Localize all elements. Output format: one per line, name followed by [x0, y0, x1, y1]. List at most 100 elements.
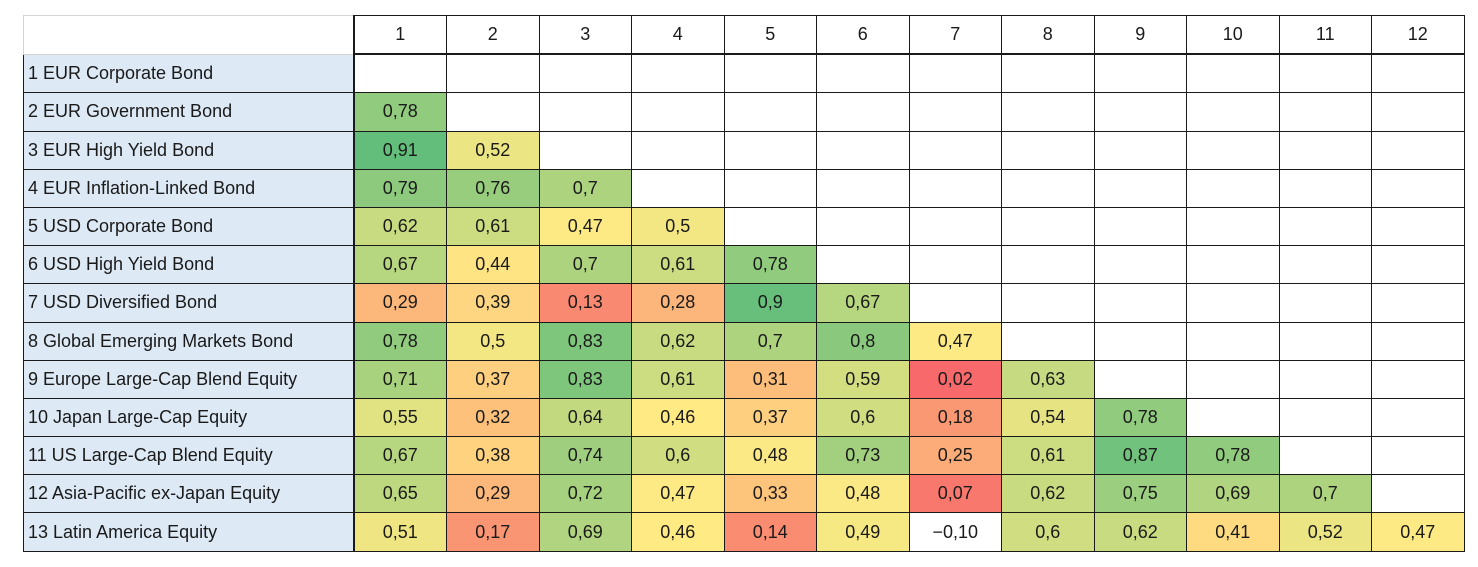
empty-cell: [908, 245, 1002, 285]
heatmap-cell: 0,75: [1093, 474, 1187, 514]
heatmap-cell: 0,62: [1001, 474, 1095, 514]
heatmap-cell: 0,83: [538, 359, 632, 399]
heatmap-cell: 0,6: [816, 397, 910, 438]
heatmap-cell: 0,37: [723, 397, 817, 438]
empty-cell: [1093, 206, 1187, 247]
empty-cell: [446, 92, 540, 132]
empty-cell: [631, 168, 725, 208]
heatmap-cell: 0,14: [723, 512, 817, 552]
table-row: 2 EUR Government Bond 0,78: [23, 92, 1465, 132]
empty-cell: [1001, 321, 1095, 361]
heatmap-cell: 0,31: [723, 359, 817, 399]
heatmap-cell: 0,71: [353, 359, 447, 399]
correlation-matrix-body: 1 2 3 4 5 6 7 8 9 10 11 12 1 EUR Corporate Bond 2 EUR…: [23, 15, 1465, 552]
heatmap-cell: 0,72: [538, 474, 632, 514]
empty-cell: [723, 168, 817, 208]
empty-cell: [723, 92, 817, 132]
row-label: 2 EUR Government Bond: [23, 92, 355, 132]
heatmap-cell: 0,48: [723, 436, 817, 476]
empty-cell: [723, 130, 817, 170]
heatmap-cell: 0,7: [1278, 474, 1372, 514]
empty-cell: [1371, 92, 1465, 132]
empty-cell: [1093, 359, 1187, 399]
empty-cell: [1278, 130, 1372, 170]
heatmap-cell: 0,47: [631, 474, 725, 514]
heatmap-cell: 0,78: [353, 321, 447, 361]
empty-cell: [538, 92, 632, 132]
heatmap-cell: 0,29: [353, 283, 447, 323]
table-row: 6 USD High Yield Bond 0,67 0,44 0,7 0,61 0,78: [23, 245, 1465, 285]
empty-cell: [816, 245, 910, 285]
heatmap-cell: 0,67: [353, 436, 447, 476]
empty-cell: [816, 206, 910, 247]
heatmap-cell: 0,55: [353, 397, 447, 438]
heatmap-cell: 0,44: [446, 245, 540, 285]
empty-cell: [1186, 397, 1280, 438]
table-row: 10 Japan Large-Cap Equity 0,55 0,32 0,64 0,4…: [23, 397, 1465, 438]
heatmap-cell: 0,78: [1186, 436, 1280, 476]
row-label: 1 EUR Corporate Bond: [23, 53, 355, 94]
heatmap-cell: 0,91: [353, 130, 447, 170]
empty-cell: [1001, 168, 1095, 208]
heatmap-cell: 0,7: [538, 168, 632, 208]
row-label: 5 USD Corporate Bond: [23, 206, 355, 247]
empty-cell: [1371, 321, 1465, 361]
heatmap-cell: 0,79: [353, 168, 447, 208]
empty-cell: [1001, 245, 1095, 285]
heatmap-cell: 0,39: [446, 283, 540, 323]
column-header-1: 1: [353, 15, 447, 56]
heatmap-cell: 0,6: [1001, 512, 1095, 552]
empty-cell: [1371, 168, 1465, 208]
empty-cell: [908, 168, 1002, 208]
heatmap-cell: 0,13: [538, 283, 632, 323]
empty-cell: [1278, 53, 1372, 94]
heatmap-cell: 0,65: [353, 474, 447, 514]
empty-cell: [1278, 92, 1372, 132]
heatmap-cell: 0,61: [1001, 436, 1095, 476]
column-header-5: 5: [723, 15, 817, 56]
heatmap-cell: 0,7: [538, 245, 632, 285]
heatmap-cell: 0,67: [816, 283, 910, 323]
empty-cell: [1371, 130, 1465, 170]
heatmap-cell: 0,62: [631, 321, 725, 361]
heatmap-cell: 0,52: [446, 130, 540, 170]
empty-cell: [908, 283, 1002, 323]
empty-cell: [1186, 245, 1280, 285]
heatmap-cell: 0,62: [1093, 512, 1187, 552]
empty-cell: [908, 130, 1002, 170]
column-header-10: 10: [1186, 15, 1280, 56]
empty-cell: [1278, 359, 1372, 399]
empty-cell: [1186, 168, 1280, 208]
heatmap-cell: 0,5: [631, 206, 725, 247]
heatmap-cell: 0,49: [816, 512, 910, 552]
empty-cell: [1001, 283, 1095, 323]
heatmap-cell: 0,9: [723, 283, 817, 323]
empty-cell: [1278, 168, 1372, 208]
table-row: 9 Europe Large-Cap Blend Equity 0,71 0,37 0…: [23, 359, 1465, 399]
table-row: 3 EUR High Yield Bond 0,91 0,52: [23, 130, 1465, 170]
heatmap-cell: 0,32: [446, 397, 540, 438]
heatmap-cell: 0,47: [538, 206, 632, 247]
heatmap-cell: 0,78: [1093, 397, 1187, 438]
heatmap-cell: 0,6: [631, 436, 725, 476]
heatmap-cell: 0,46: [631, 397, 725, 438]
heatmap-cell: 0,51: [353, 512, 447, 552]
empty-cell: [1093, 321, 1187, 361]
empty-cell: [723, 206, 817, 247]
empty-cell: [1093, 53, 1187, 94]
heatmap-cell: 0,33: [723, 474, 817, 514]
empty-cell: [1186, 321, 1280, 361]
heatmap-cell: 0,38: [446, 436, 540, 476]
row-label: 7 USD Diversified Bond: [23, 283, 355, 323]
empty-cell: [908, 92, 1002, 132]
heatmap-cell: 0,41: [1186, 512, 1280, 552]
heatmap-cell: 0,37: [446, 359, 540, 399]
empty-cell: [1093, 130, 1187, 170]
heatmap-cell: 0,78: [723, 245, 817, 285]
empty-cell: [1278, 436, 1372, 476]
table-row: 4 EUR Inflation-Linked Bond 0,79 0,76 0,7: [23, 168, 1465, 208]
empty-cell: [1371, 283, 1465, 323]
empty-cell: [631, 130, 725, 170]
heatmap-cell: 0,74: [538, 436, 632, 476]
heatmap-cell: 0,48: [816, 474, 910, 514]
